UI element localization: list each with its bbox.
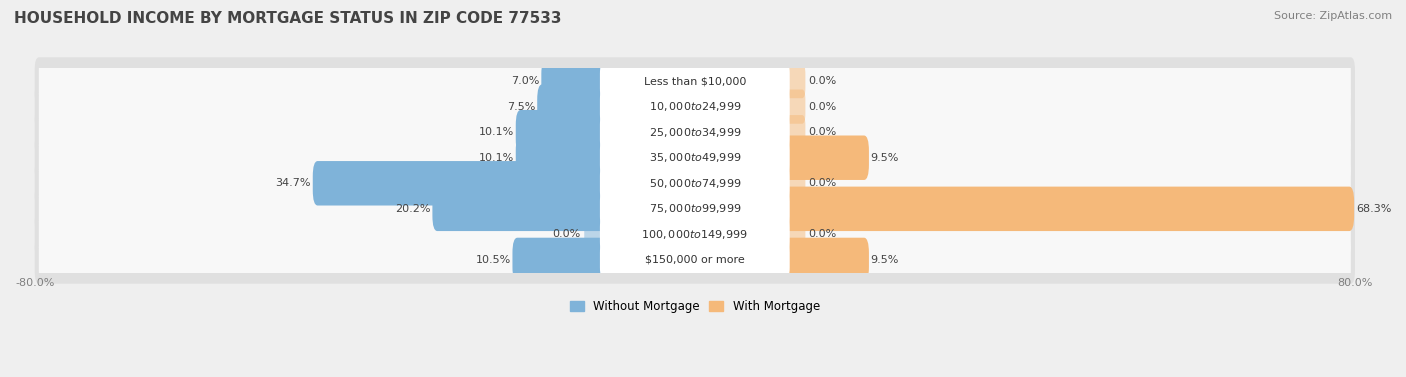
FancyBboxPatch shape — [782, 217, 806, 251]
FancyBboxPatch shape — [780, 187, 1354, 231]
Text: 0.0%: 0.0% — [808, 76, 837, 86]
Text: $35,000 to $49,999: $35,000 to $49,999 — [648, 151, 741, 164]
FancyBboxPatch shape — [35, 134, 1355, 181]
FancyBboxPatch shape — [600, 112, 790, 152]
Text: 0.0%: 0.0% — [808, 178, 837, 188]
Text: 9.5%: 9.5% — [870, 255, 898, 265]
FancyBboxPatch shape — [541, 59, 609, 103]
Text: 68.3%: 68.3% — [1355, 204, 1391, 214]
Text: 10.5%: 10.5% — [475, 255, 510, 265]
FancyBboxPatch shape — [39, 211, 1351, 257]
FancyBboxPatch shape — [780, 238, 869, 282]
FancyBboxPatch shape — [433, 187, 609, 231]
FancyBboxPatch shape — [782, 115, 806, 149]
Text: 10.1%: 10.1% — [479, 153, 515, 163]
FancyBboxPatch shape — [39, 186, 1351, 231]
FancyBboxPatch shape — [35, 185, 1355, 233]
FancyBboxPatch shape — [39, 135, 1351, 181]
Text: Less than $10,000: Less than $10,000 — [644, 76, 747, 86]
Text: 0.0%: 0.0% — [553, 229, 581, 239]
FancyBboxPatch shape — [600, 87, 790, 127]
FancyBboxPatch shape — [35, 57, 1355, 105]
Text: 9.5%: 9.5% — [870, 153, 898, 163]
FancyBboxPatch shape — [39, 109, 1351, 155]
Text: $100,000 to $149,999: $100,000 to $149,999 — [641, 228, 748, 241]
FancyBboxPatch shape — [516, 110, 609, 155]
FancyBboxPatch shape — [780, 135, 869, 180]
FancyBboxPatch shape — [600, 215, 790, 254]
Text: 34.7%: 34.7% — [276, 178, 311, 188]
Text: $25,000 to $34,999: $25,000 to $34,999 — [648, 126, 741, 139]
FancyBboxPatch shape — [516, 135, 609, 180]
FancyBboxPatch shape — [39, 58, 1351, 104]
FancyBboxPatch shape — [312, 161, 609, 205]
FancyBboxPatch shape — [585, 217, 607, 251]
FancyBboxPatch shape — [600, 240, 790, 280]
Text: 7.0%: 7.0% — [512, 76, 540, 86]
FancyBboxPatch shape — [35, 236, 1355, 284]
Text: $10,000 to $24,999: $10,000 to $24,999 — [648, 100, 741, 113]
FancyBboxPatch shape — [35, 83, 1355, 130]
FancyBboxPatch shape — [39, 161, 1351, 206]
Text: $150,000 or more: $150,000 or more — [645, 255, 745, 265]
Text: 20.2%: 20.2% — [395, 204, 430, 214]
FancyBboxPatch shape — [782, 89, 806, 124]
FancyBboxPatch shape — [35, 211, 1355, 258]
Text: $50,000 to $74,999: $50,000 to $74,999 — [648, 177, 741, 190]
Text: 0.0%: 0.0% — [808, 102, 837, 112]
FancyBboxPatch shape — [39, 84, 1351, 129]
Text: Source: ZipAtlas.com: Source: ZipAtlas.com — [1274, 11, 1392, 21]
Text: 7.5%: 7.5% — [508, 102, 536, 112]
FancyBboxPatch shape — [537, 84, 609, 129]
FancyBboxPatch shape — [512, 238, 609, 282]
FancyBboxPatch shape — [600, 163, 790, 203]
FancyBboxPatch shape — [600, 138, 790, 178]
Text: 0.0%: 0.0% — [808, 229, 837, 239]
Text: 0.0%: 0.0% — [808, 127, 837, 137]
FancyBboxPatch shape — [782, 64, 806, 98]
Legend: Without Mortgage, With Mortgage: Without Mortgage, With Mortgage — [565, 296, 825, 318]
Text: $75,000 to $99,999: $75,000 to $99,999 — [648, 202, 741, 215]
Text: 10.1%: 10.1% — [479, 127, 515, 137]
FancyBboxPatch shape — [35, 159, 1355, 207]
FancyBboxPatch shape — [39, 237, 1351, 283]
Text: HOUSEHOLD INCOME BY MORTGAGE STATUS IN ZIP CODE 77533: HOUSEHOLD INCOME BY MORTGAGE STATUS IN Z… — [14, 11, 561, 26]
FancyBboxPatch shape — [600, 189, 790, 229]
FancyBboxPatch shape — [600, 61, 790, 101]
FancyBboxPatch shape — [782, 166, 806, 201]
FancyBboxPatch shape — [35, 109, 1355, 156]
